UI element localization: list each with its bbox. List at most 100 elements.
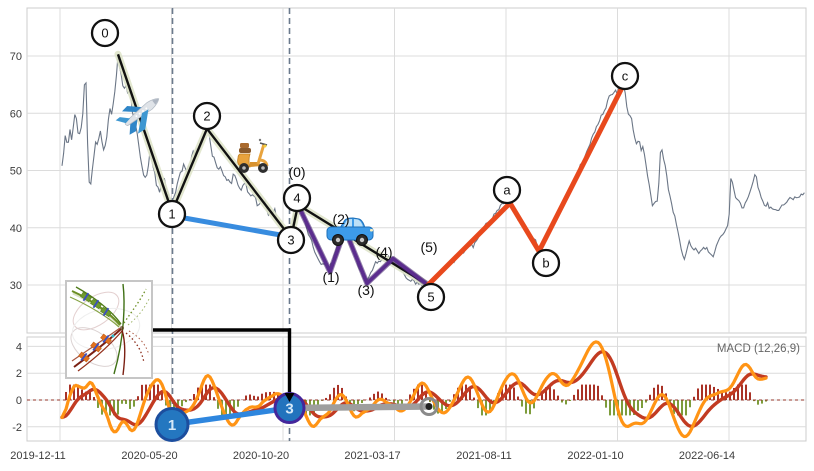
histogram-bar <box>585 384 587 400</box>
histogram-bar <box>417 384 419 400</box>
histogram-bar <box>693 396 695 400</box>
histogram-bar <box>509 384 511 400</box>
wave-label-circle-text: 2 <box>203 109 210 124</box>
inset-maroon-dotted-arc <box>128 330 150 356</box>
car-side-window <box>354 219 363 227</box>
histogram-bar <box>153 384 155 400</box>
inset-cyan-dot <box>111 334 115 338</box>
car-headlight <box>370 229 373 232</box>
histogram-bar <box>165 400 167 406</box>
histogram-bar <box>765 400 767 402</box>
histogram-bar <box>157 384 159 400</box>
histogram-bar <box>65 391 67 400</box>
macd-panel-border <box>26 336 807 442</box>
wave-label-circle <box>90 18 120 48</box>
histogram-bar <box>377 391 379 400</box>
plane-fuselage <box>124 98 160 126</box>
histogram-bar <box>261 393 263 400</box>
histogram-bar <box>425 392 427 400</box>
x-tick-label: 2020-05-20 <box>121 450 177 462</box>
histogram-bar <box>705 384 707 400</box>
histogram-bar <box>385 397 387 400</box>
sub-wave-label: (0) <box>288 164 305 180</box>
histogram-bar <box>737 384 739 400</box>
histogram-bar <box>149 384 151 400</box>
histogram-bar <box>645 400 647 403</box>
inset-thumbnail <box>65 280 153 379</box>
macd-overlays-layer <box>152 328 439 428</box>
scooter-body <box>237 153 251 168</box>
histogram-bar <box>685 400 687 416</box>
x-tick-label: 2019-12-11 <box>10 450 65 462</box>
histogram-bar <box>501 385 503 400</box>
wave-label-circle <box>192 101 222 131</box>
car-icon <box>326 217 374 246</box>
car-front-hub <box>359 237 365 243</box>
inset-green-vertical <box>113 283 125 375</box>
blue-trendline-1-3 <box>170 213 292 239</box>
plane-tail-fin <box>115 117 131 124</box>
abc-correction-line <box>425 83 626 288</box>
histogram-bar <box>181 400 183 407</box>
main-y-tick-label: 40 <box>10 223 22 235</box>
inset-green-curve <box>69 296 120 328</box>
sub-wave-purple-line <box>296 204 430 287</box>
histogram-bar <box>97 400 99 408</box>
histogram-bar <box>129 400 131 409</box>
macd-y-tick-label: 0 <box>16 395 22 407</box>
inset-green-marker <box>90 298 102 310</box>
histogram-bar <box>233 400 235 416</box>
inset-green-dotted-arc <box>123 288 147 324</box>
histogram-bar <box>381 393 383 400</box>
histogram-bar <box>461 384 463 400</box>
histogram-bar <box>625 400 627 416</box>
projection-end-dot <box>425 403 433 410</box>
histogram-bar <box>253 395 255 400</box>
histogram-bar <box>657 384 659 400</box>
scooter-luggage <box>240 143 249 148</box>
histogram-bar <box>553 389 555 400</box>
histogram-bar <box>621 400 623 416</box>
car-rear-hub <box>335 237 341 243</box>
sub-wave-label: (3) <box>357 282 374 298</box>
wave-label-circle-text: 0 <box>101 26 108 41</box>
wave-label-circle <box>282 183 312 213</box>
wave-label-circle <box>492 175 522 205</box>
wave-label-circle-text: 1 <box>168 207 175 222</box>
histogram-bar <box>393 400 395 403</box>
histogram-bar <box>397 400 399 406</box>
wave-label-circle <box>416 282 446 312</box>
scooter-front-hub <box>261 166 265 170</box>
histogram-bar <box>557 395 559 400</box>
inset-green-dotted-arc <box>127 298 150 326</box>
inset-center-knot <box>120 326 124 330</box>
histogram-bar <box>745 384 747 400</box>
histogram-bar <box>449 400 451 402</box>
histogram-bar <box>121 400 123 404</box>
histogram-bar <box>573 394 575 400</box>
histogram-bar <box>325 397 327 400</box>
inset-maroon-curve <box>77 330 123 372</box>
inset-orange-marker <box>100 333 112 345</box>
inset-maroon-dotted-arc <box>125 332 145 364</box>
histogram-bar <box>653 387 655 400</box>
histogram-bar <box>373 393 375 400</box>
histogram-bar <box>681 400 683 416</box>
histogram-bar <box>329 394 331 400</box>
wave-label-circle-text: c <box>622 69 629 84</box>
macd-y-tick-label: 4 <box>16 341 22 353</box>
histogram-bar <box>89 389 91 400</box>
macd-wave-marker-label: 3 <box>285 401 293 418</box>
histogram-bar <box>361 400 363 404</box>
scooter-handlebar <box>259 142 268 146</box>
histogram-bar <box>565 400 567 405</box>
histogram-bar <box>333 387 335 400</box>
histogram-bar <box>753 400 755 402</box>
scooter-seat <box>239 148 251 153</box>
histogram-bar <box>489 400 491 413</box>
histogram-bar <box>85 391 87 400</box>
histogram-bar <box>689 400 691 408</box>
histogram-bar <box>137 396 139 400</box>
